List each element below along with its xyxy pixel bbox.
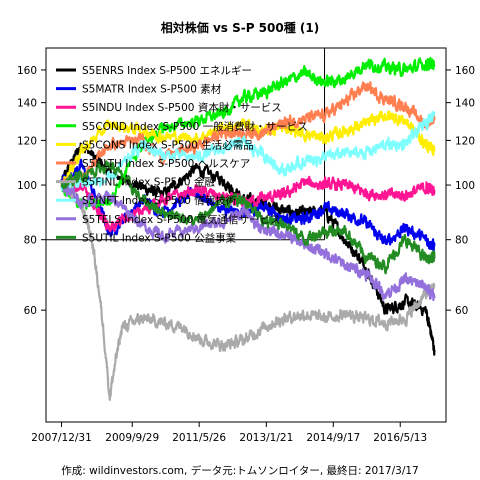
x-tick-label: 2009/9/29 — [105, 432, 159, 444]
y-tick-label-right: 80 — [455, 235, 468, 247]
x-tick-label: 2013/1/21 — [239, 432, 293, 444]
legend-label-1: S5MATR Index S-P500 素材 — [82, 83, 222, 96]
legend-label-9: S5UTIL Index S-P500 公益事業 — [82, 231, 237, 244]
y-tick-label-right: 120 — [455, 135, 475, 147]
y-tick-label-left: 100 — [17, 180, 37, 192]
series-line-0 — [60, 142, 436, 356]
legend-label-4: S5CONS Index S-P500 生活必需品 — [82, 138, 254, 151]
series-line-7 — [60, 110, 436, 191]
series-line-2 — [60, 175, 436, 233]
y-tick-label-left: 120 — [17, 135, 37, 147]
y-tick-label-left: 60 — [24, 305, 37, 317]
x-tick-label: 2014/9/17 — [306, 432, 360, 444]
series-line-1 — [60, 158, 436, 252]
legend-label-3: S5COND Index S-P500 一般消費財・サービス — [82, 120, 308, 133]
series-line-8 — [60, 180, 436, 302]
legend-label-6: S5FINL Index S-P500 金融 — [82, 176, 215, 189]
y-tick-label-left: 80 — [24, 235, 37, 247]
legend-label-8: S5TELS Index S-P500 電気通信サービス — [82, 213, 281, 226]
x-tick-label: 2011/5/26 — [172, 432, 226, 444]
legend: S5ENRS Index S-P500 エネルギー S5MATR Index S-… — [56, 65, 308, 244]
axes: 60 60 80 80 100 100 120 120 140 140 160 160 2007/12/… — [17, 47, 475, 444]
y-tick-label-left: 140 — [17, 98, 37, 110]
series-line-5 — [60, 81, 436, 191]
y-tick-label-right: 100 — [455, 180, 475, 192]
x-tick-label: 2007/12/31 — [31, 432, 92, 444]
y-tick-label-right: 60 — [455, 305, 468, 317]
x-tick-label: 2016/5/13 — [373, 432, 427, 444]
legend-label-7: S5INFT Index S-P500 情報技術 — [82, 194, 237, 207]
y-tick-label-right: 160 — [455, 65, 475, 77]
chart-title: 相対株価 vs S-P 500種 (1) — [161, 20, 319, 35]
legend-label-0: S5ENRS Index S-P500 エネルギー — [82, 65, 252, 77]
plot-frame — [45, 47, 447, 423]
series-line-6 — [60, 180, 436, 401]
series-line-9 — [60, 160, 436, 275]
chart-caption: 作成: wildinvestors.com, データ元:トムソンロイター, 最終… — [61, 464, 418, 477]
plot-series — [60, 56, 436, 401]
y-tick-label-left: 160 — [17, 65, 37, 77]
y-tick-label-right: 140 — [455, 98, 475, 110]
legend-label-5: S5HLTH Index S-P500 ヘルスケア — [82, 158, 250, 170]
legend-label-2: S5INDU Index S-P500 資本財・サービス — [82, 101, 282, 114]
